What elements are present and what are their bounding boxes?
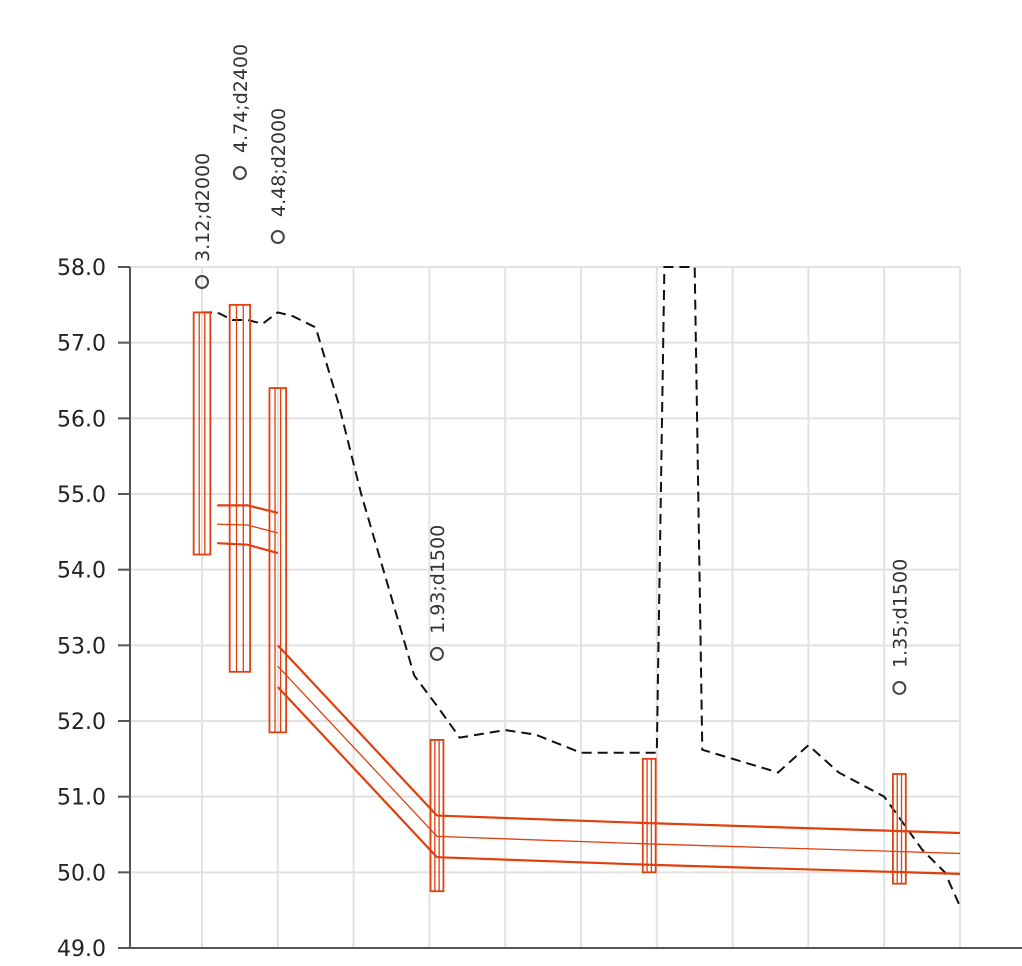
pipe-layer bbox=[217, 504, 961, 875]
manhole-marker-circle bbox=[429, 646, 444, 661]
pipe-invert-line bbox=[276, 686, 438, 858]
y-tick-label: 56.0 bbox=[57, 407, 106, 432]
manhole-label: 4.74;d2400 bbox=[230, 44, 252, 153]
manhole-shaft bbox=[641, 757, 657, 874]
y-tick-label: 58.0 bbox=[57, 256, 106, 281]
y-tick-label: 54.0 bbox=[57, 559, 106, 584]
pipe-centre-line bbox=[649, 843, 961, 855]
manhole-shaft bbox=[228, 303, 252, 673]
pipe-obvert-line bbox=[436, 814, 650, 825]
ground-layer bbox=[202, 266, 961, 907]
manhole-shaft bbox=[429, 739, 445, 893]
manhole-marker-circle bbox=[195, 275, 209, 289]
manhole-label: 1.35;d1500 bbox=[889, 559, 911, 668]
y-tick-label: 52.0 bbox=[57, 710, 106, 735]
manhole-label: 1.93;d1500 bbox=[427, 525, 449, 634]
manhole-layer bbox=[192, 303, 907, 893]
y-tick-label: 53.0 bbox=[57, 634, 106, 659]
pipe-centre-line bbox=[217, 523, 278, 534]
y-tick-label: 55.0 bbox=[57, 483, 106, 508]
pipe-obvert-line bbox=[276, 644, 438, 817]
manhole-shaft bbox=[192, 311, 212, 556]
axis-layer: 58.0 57.0 56.0 55.0 54.0 53.0 52.0 51.0 50.0 49.0 bbox=[57, 256, 1022, 962]
y-tick-label: 49.0 bbox=[57, 937, 106, 962]
manhole-shaft bbox=[268, 387, 288, 734]
pipe-obvert-line bbox=[217, 504, 279, 514]
pipe-obvert-line bbox=[649, 822, 961, 835]
grid-layer bbox=[130, 266, 961, 948]
ground-profile-line bbox=[202, 266, 961, 907]
y-tick-label: 51.0 bbox=[57, 786, 106, 811]
y-tick-label: 50.0 bbox=[57, 861, 106, 886]
pipe-invert-line bbox=[436, 856, 650, 866]
manhole-label: 4.48;d2000 bbox=[268, 108, 290, 217]
manhole-label: 3.12;d2000 bbox=[192, 153, 214, 262]
y-tick-label: 57.0 bbox=[57, 332, 106, 357]
manhole-marker-circle bbox=[270, 230, 285, 244]
pipe-invert-line bbox=[217, 542, 279, 555]
pipe-invert-line bbox=[649, 863, 961, 875]
manhole-shaft bbox=[892, 773, 907, 885]
manhole-marker-circle bbox=[892, 680, 907, 695]
pipe-centre-line bbox=[277, 665, 438, 837]
pipe-centre-line bbox=[436, 835, 650, 845]
label-layer: 3.12;d2000 4.74;d2400 4.48;d2000 1.93;d1500… bbox=[192, 44, 911, 695]
manhole-marker-circle bbox=[232, 166, 247, 180]
